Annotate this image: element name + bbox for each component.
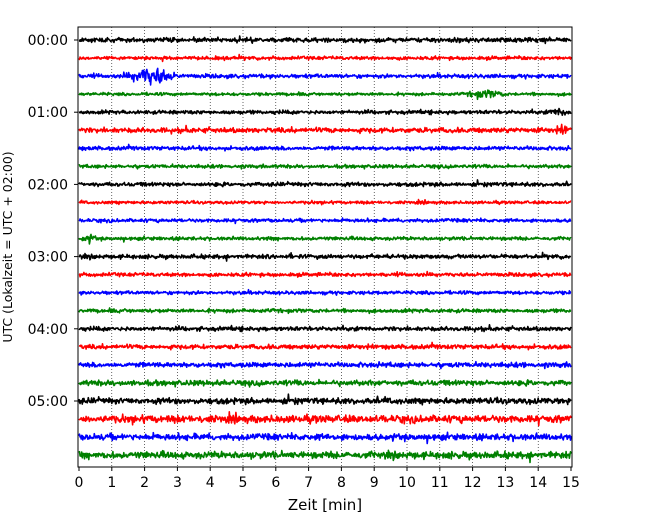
- trace-0530: [78, 431, 572, 445]
- trace-0230: [78, 217, 572, 225]
- trace-0315: [78, 270, 572, 278]
- trace-0400: [78, 324, 572, 333]
- x-tick-label-15: 15: [562, 475, 580, 491]
- plot-frame: [77, 26, 573, 468]
- y-axis-ticks: 00:00 01:00 02:00 03:00 04:00 05:00: [28, 33, 78, 410]
- trace-0100: [78, 107, 572, 116]
- trace-0415: [78, 341, 572, 351]
- x-tick-label-8: 8: [337, 475, 346, 491]
- x-tick-label-14: 14: [529, 475, 547, 491]
- seismic-traces: [78, 35, 572, 464]
- x-tick-label-0: 0: [75, 475, 84, 491]
- trace-0515: [78, 411, 572, 427]
- trace-0200: [78, 179, 572, 188]
- y-tick-label-0500: 05:00: [28, 394, 68, 410]
- x-tick-label-9: 9: [370, 475, 379, 491]
- y-tick-label-0300: 03:00: [28, 250, 68, 266]
- x-tick-label-11: 11: [431, 475, 449, 491]
- x-tick-label-1: 1: [107, 475, 116, 491]
- trace-0445: [78, 378, 572, 388]
- trace-0145: [78, 163, 572, 170]
- x-axis-label: Zeit [min]: [288, 496, 362, 514]
- trace-0045: [78, 89, 572, 101]
- x-tick-label-13: 13: [496, 475, 514, 491]
- trace-0030: [78, 67, 572, 86]
- trace-0430: [78, 360, 572, 370]
- trace-0300: [78, 251, 572, 262]
- trace-0115: [78, 123, 572, 135]
- trace-0000: [78, 35, 572, 45]
- x-tick-label-6: 6: [271, 475, 280, 491]
- x-tick-label-7: 7: [304, 475, 313, 491]
- trace-0500: [78, 393, 572, 406]
- x-tick-label-2: 2: [140, 475, 149, 491]
- y-axis-label: UTC (Lokalzeit = UTC + 02:00): [0, 151, 15, 342]
- trace-0345: [78, 307, 572, 315]
- y-tick-label-0200: 02:00: [28, 177, 68, 193]
- vertical-gridlines: [111, 27, 539, 467]
- y-tick-label-0000: 00:00: [28, 33, 68, 49]
- trace-0330: [78, 288, 572, 296]
- trace-0015: [78, 53, 572, 63]
- y-tick-label-0100: 01:00: [28, 105, 68, 121]
- x-tick-label-12: 12: [464, 475, 482, 491]
- trace-0245: [78, 233, 572, 245]
- x-tick-label-10: 10: [398, 475, 416, 491]
- x-tick-label-4: 4: [206, 475, 215, 491]
- trace-0130: [78, 143, 572, 152]
- y-tick-label-0400: 04:00: [28, 322, 68, 338]
- x-tick-label-5: 5: [239, 475, 248, 491]
- trace-0215: [78, 198, 572, 206]
- x-axis-ticks: 0 1 2 3 4 5 6 7 8 9 10 11 12 13 14 15: [75, 467, 580, 491]
- trace-0545: [78, 449, 572, 464]
- x-tick-label-3: 3: [173, 475, 182, 491]
